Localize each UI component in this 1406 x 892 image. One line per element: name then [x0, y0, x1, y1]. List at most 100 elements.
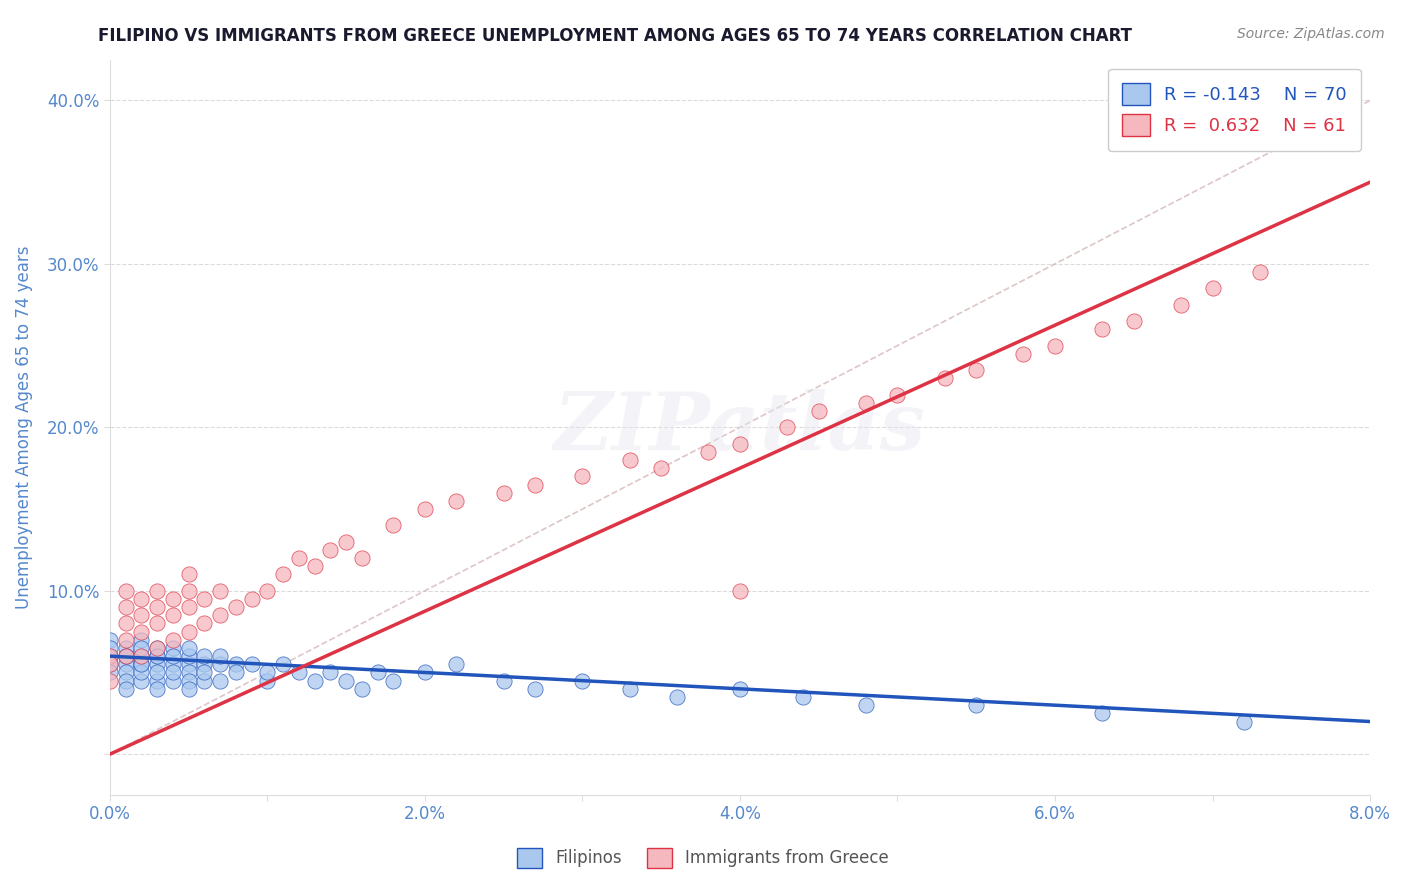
Point: [146, 640, 169, 655]
Point: [1201, 281, 1223, 295]
Point: [288, 551, 311, 566]
Point: [855, 698, 877, 713]
Point: [193, 665, 215, 680]
Point: [98, 632, 121, 647]
Point: [131, 673, 153, 688]
Point: [131, 624, 153, 639]
Point: [319, 665, 342, 680]
Point: [413, 665, 436, 680]
Point: [114, 600, 136, 615]
Point: [114, 657, 136, 672]
Legend: R = -0.143    N = 70, R =  0.632    N = 61: R = -0.143 N = 70, R = 0.632 N = 61: [1108, 69, 1361, 151]
Point: [146, 640, 169, 655]
Point: [193, 591, 215, 606]
Point: [131, 649, 153, 664]
Point: [114, 632, 136, 647]
Point: [114, 681, 136, 696]
Point: [225, 600, 247, 615]
Point: [98, 665, 121, 680]
Point: [492, 485, 515, 500]
Point: [98, 649, 121, 664]
Point: [1233, 714, 1256, 729]
Point: [446, 657, 468, 672]
Point: [209, 657, 232, 672]
Point: [304, 673, 326, 688]
Point: [288, 665, 311, 680]
Point: [177, 681, 200, 696]
Point: [146, 657, 169, 672]
Point: [1043, 338, 1066, 352]
Point: [619, 681, 641, 696]
Point: [413, 502, 436, 516]
Point: [446, 494, 468, 508]
Point: [304, 559, 326, 574]
Point: [146, 681, 169, 696]
Point: [131, 632, 153, 647]
Point: [131, 649, 153, 664]
Point: [776, 420, 799, 434]
Point: [240, 657, 263, 672]
Point: [98, 657, 121, 672]
Point: [177, 600, 200, 615]
Point: [114, 665, 136, 680]
Point: [697, 445, 720, 459]
Point: [177, 567, 200, 582]
Text: FILIPINO VS IMMIGRANTS FROM GREECE UNEMPLOYMENT AMONG AGES 65 TO 74 YEARS CORREL: FILIPINO VS IMMIGRANTS FROM GREECE UNEMP…: [98, 27, 1132, 45]
Point: [728, 681, 751, 696]
Point: [350, 681, 373, 696]
Point: [271, 657, 294, 672]
Point: [728, 436, 751, 450]
Point: [240, 591, 263, 606]
Point: [934, 371, 956, 385]
Point: [114, 649, 136, 664]
Point: [650, 461, 672, 475]
Point: [114, 640, 136, 655]
Point: [131, 665, 153, 680]
Point: [1279, 94, 1302, 108]
Point: [162, 657, 184, 672]
Point: [162, 608, 184, 623]
Point: [350, 551, 373, 566]
Point: [146, 600, 169, 615]
Point: [114, 583, 136, 598]
Point: [319, 542, 342, 557]
Point: [98, 649, 121, 664]
Point: [665, 690, 688, 704]
Point: [193, 673, 215, 688]
Point: [146, 649, 169, 664]
Legend: Filipinos, Immigrants from Greece: Filipinos, Immigrants from Greece: [510, 841, 896, 875]
Point: [146, 649, 169, 664]
Point: [177, 673, 200, 688]
Point: [571, 673, 593, 688]
Point: [1170, 298, 1192, 312]
Point: [225, 657, 247, 672]
Point: [209, 649, 232, 664]
Point: [1091, 706, 1114, 721]
Point: [855, 396, 877, 410]
Point: [524, 477, 547, 491]
Point: [162, 673, 184, 688]
Point: [146, 616, 169, 631]
Point: [162, 665, 184, 680]
Point: [146, 673, 169, 688]
Point: [1012, 347, 1035, 361]
Point: [162, 649, 184, 664]
Point: [1091, 322, 1114, 336]
Y-axis label: Unemployment Among Ages 65 to 74 years: Unemployment Among Ages 65 to 74 years: [15, 245, 32, 609]
Point: [98, 657, 121, 672]
Point: [193, 616, 215, 631]
Point: [209, 673, 232, 688]
Point: [335, 534, 357, 549]
Point: [886, 387, 908, 401]
Point: [193, 657, 215, 672]
Point: [177, 665, 200, 680]
Point: [382, 673, 405, 688]
Point: [98, 640, 121, 655]
Point: [131, 591, 153, 606]
Point: [177, 657, 200, 672]
Point: [162, 640, 184, 655]
Point: [114, 673, 136, 688]
Point: [131, 608, 153, 623]
Point: [256, 673, 278, 688]
Point: [225, 665, 247, 680]
